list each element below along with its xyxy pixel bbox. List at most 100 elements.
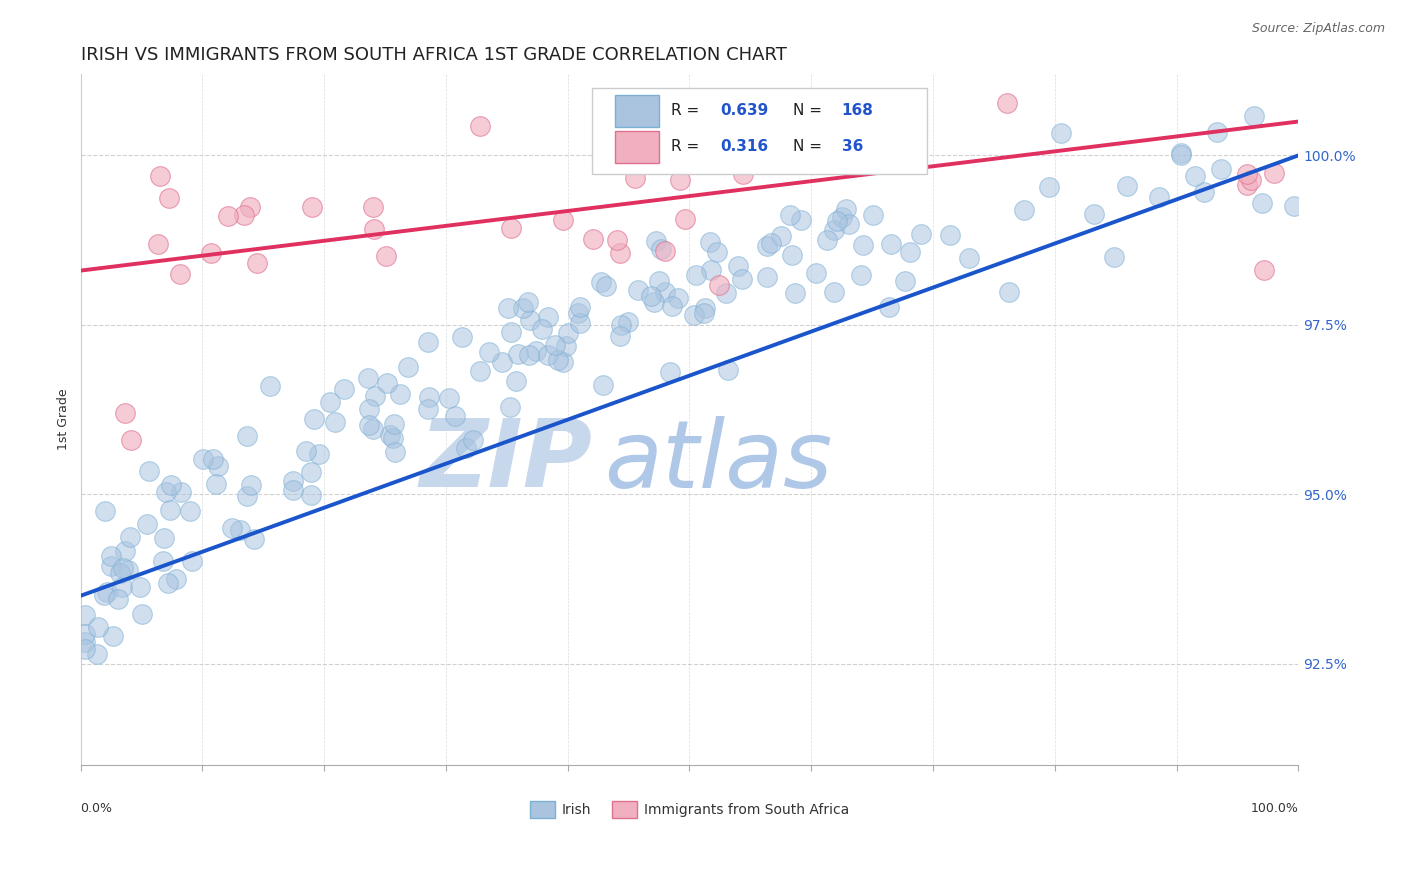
Point <box>114 406 136 420</box>
Point <box>700 263 723 277</box>
Point <box>200 246 222 260</box>
Point <box>416 401 439 416</box>
Point <box>468 364 491 378</box>
Point <box>301 200 323 214</box>
Point <box>645 234 668 248</box>
Point <box>382 417 405 432</box>
Point <box>536 310 558 324</box>
Point <box>823 222 845 236</box>
Point <box>654 244 676 258</box>
Text: 36: 36 <box>842 139 863 154</box>
Point <box>374 249 396 263</box>
Text: 100.0%: 100.0% <box>1250 803 1298 815</box>
Text: 0.0%: 0.0% <box>80 803 112 815</box>
Point <box>731 272 754 286</box>
Point <box>1083 206 1105 220</box>
Point <box>191 451 214 466</box>
Point <box>568 300 591 314</box>
Point <box>780 247 803 261</box>
Point <box>1116 178 1139 193</box>
Point <box>506 347 529 361</box>
Point <box>319 395 342 409</box>
Point <box>831 210 853 224</box>
Point <box>880 236 903 251</box>
Point <box>1192 185 1215 199</box>
Point <box>361 422 384 436</box>
Text: atlas: atlas <box>605 416 832 507</box>
Point <box>1184 169 1206 183</box>
Point <box>233 208 256 222</box>
Point <box>582 232 605 246</box>
Point <box>650 243 672 257</box>
Point <box>1263 166 1285 180</box>
Point <box>170 485 193 500</box>
Point <box>357 418 380 433</box>
Point <box>862 208 884 222</box>
Point <box>243 532 266 546</box>
Point <box>717 362 740 376</box>
Point <box>364 389 387 403</box>
Point <box>103 629 125 643</box>
Point <box>333 383 356 397</box>
Point <box>416 334 439 349</box>
Point <box>100 559 122 574</box>
Point <box>281 483 304 497</box>
Point <box>524 343 547 358</box>
Point <box>205 476 228 491</box>
Point <box>675 212 697 227</box>
Point <box>96 585 118 599</box>
Point <box>1243 109 1265 123</box>
Text: 168: 168 <box>842 103 873 119</box>
Point <box>120 433 142 447</box>
Point <box>439 391 461 405</box>
Point <box>893 274 915 288</box>
Point <box>898 244 921 259</box>
Point <box>769 228 792 243</box>
Point <box>659 365 682 379</box>
Point <box>375 376 398 391</box>
Point <box>357 402 380 417</box>
Point <box>1102 250 1125 264</box>
Point <box>910 227 932 241</box>
Point <box>108 566 131 580</box>
Point <box>281 475 304 489</box>
Point <box>94 504 117 518</box>
Point <box>155 484 177 499</box>
Point <box>692 306 714 320</box>
Point <box>159 503 181 517</box>
Point <box>501 220 523 235</box>
Point <box>1282 199 1305 213</box>
Point <box>138 464 160 478</box>
Point <box>567 306 589 320</box>
Point <box>149 169 172 183</box>
Point <box>877 300 900 314</box>
Point <box>609 329 631 343</box>
Point <box>207 458 229 473</box>
Point <box>499 400 522 414</box>
Point <box>1038 179 1060 194</box>
Point <box>595 279 617 293</box>
Point <box>1049 127 1071 141</box>
Point <box>418 390 440 404</box>
Point <box>775 152 797 166</box>
Point <box>152 554 174 568</box>
Point <box>505 374 527 388</box>
Point <box>825 214 848 228</box>
Point <box>461 433 484 447</box>
Point <box>361 200 384 214</box>
Point <box>609 246 631 260</box>
Point <box>838 217 860 231</box>
Point <box>835 202 858 217</box>
Point <box>785 285 807 300</box>
Point <box>589 275 612 289</box>
Point <box>202 452 225 467</box>
Point <box>229 523 252 537</box>
Point <box>1206 125 1229 139</box>
Point <box>555 339 578 353</box>
Point <box>706 245 728 260</box>
Point <box>217 209 239 223</box>
Point <box>1147 190 1170 204</box>
Point <box>179 504 201 518</box>
Point <box>501 326 523 340</box>
Point <box>995 96 1018 111</box>
